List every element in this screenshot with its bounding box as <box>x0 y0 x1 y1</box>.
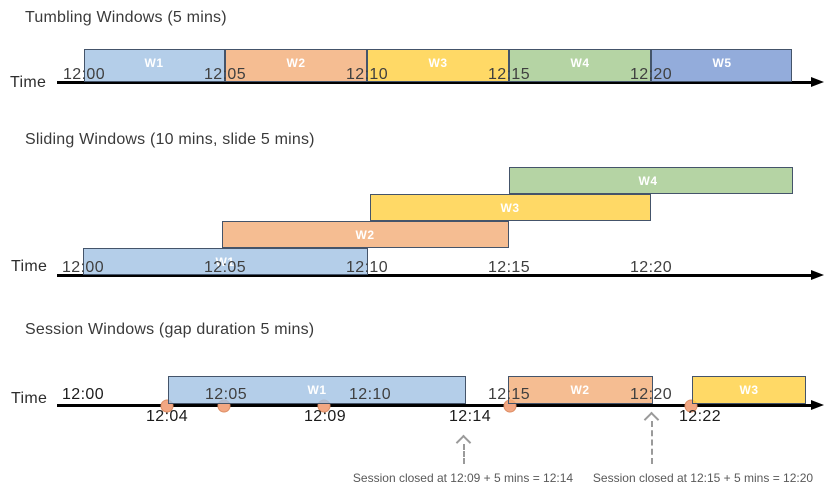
window-bar-w2 <box>508 376 653 404</box>
event-time-label: 12:04 <box>145 408 189 425</box>
time-tick: 12:15 <box>487 259 531 276</box>
event-time-label: 12:09 <box>303 408 347 425</box>
time-axis-line <box>57 81 812 84</box>
time-tick: 12:05 <box>203 259 247 276</box>
time-axis-line <box>57 274 812 277</box>
window-bar-w1 <box>84 49 225 82</box>
window-bar-w5 <box>651 49 792 82</box>
dashed-arrow-line <box>651 421 653 464</box>
time-tick: 12:20 <box>629 386 673 403</box>
time-tick: 12:00 <box>61 386 105 403</box>
window-bar-w1 <box>168 376 466 404</box>
window-bar-w1 <box>83 248 368 275</box>
window-label: W2 <box>570 383 590 397</box>
window-label: W3 <box>739 383 759 397</box>
window-label: W5 <box>712 56 732 70</box>
time-axis-label: Time <box>11 390 48 407</box>
time-tick: 12:10 <box>348 386 392 403</box>
window-label: W2 <box>286 56 306 70</box>
window-bar-w3 <box>367 49 509 82</box>
window-label: W3 <box>500 201 520 215</box>
event-time-label: 12:22 <box>678 408 722 425</box>
session-close-annotation: Session closed at 12:15 + 5 mins = 12:20 <box>592 471 814 485</box>
time-tick: 12:00 <box>61 259 105 276</box>
section-title: Session Windows (gap duration 5 mins) <box>25 321 315 338</box>
time-tick: 12:20 <box>629 259 673 276</box>
dashed-arrow-line <box>463 444 465 464</box>
window-bar-w3 <box>370 194 651 221</box>
time-tick: 12:10 <box>345 259 389 276</box>
time-tick: 12:20 <box>629 66 673 83</box>
time-tick: 12:15 <box>487 66 531 83</box>
time-tick: 12:00 <box>62 66 106 83</box>
arrow-right-icon <box>811 399 824 410</box>
window-label: W4 <box>570 56 590 70</box>
time-axis-line <box>57 404 812 407</box>
section-title: Tumbling Windows (5 mins) <box>25 9 227 26</box>
window-label: W4 <box>638 174 658 188</box>
window-bar-w4 <box>509 167 793 194</box>
window-bar-w3 <box>692 376 806 404</box>
window-label: W1 <box>215 255 235 269</box>
window-label: W2 <box>355 228 375 242</box>
arrow-right-icon <box>811 76 824 87</box>
window-label: W3 <box>428 56 448 70</box>
time-tick: 12:05 <box>204 386 248 403</box>
time-tick: 12:05 <box>203 66 247 83</box>
window-bar-w4 <box>509 49 651 82</box>
time-tick: 12:10 <box>345 66 389 83</box>
window-label: W1 <box>144 56 164 70</box>
window-bar-w2 <box>225 49 367 82</box>
section-title: Sliding Windows (10 mins, slide 5 mins) <box>25 131 315 148</box>
time-axis-label: Time <box>10 74 47 91</box>
window-bar-w2 <box>222 221 509 248</box>
event-time-label: 12:14 <box>448 408 492 425</box>
window-label: W1 <box>307 383 327 397</box>
time-axis-label: Time <box>11 258 48 275</box>
arrow-right-icon <box>811 269 824 280</box>
session-close-annotation: Session closed at 12:09 + 5 mins = 12:14 <box>352 471 574 485</box>
time-tick: 12:15 <box>487 386 531 403</box>
